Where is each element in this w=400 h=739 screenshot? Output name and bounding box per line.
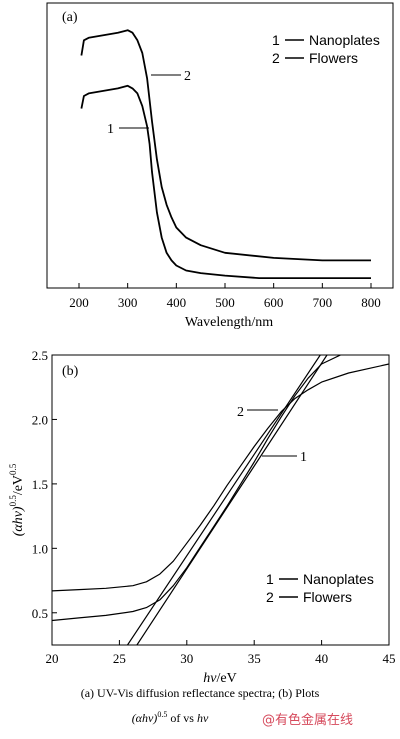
panel-b-x-tick-label: 45 [383,651,396,666]
panel-b-y-tick-label: 2.5 [32,348,48,363]
panel-b-x-tick-label: 20 [46,651,59,666]
panel-b-y-tick-label: 0.5 [32,606,48,621]
panel-b-callout-1: 1 [300,450,307,465]
panel-b-callouts: 2 1 [237,405,307,465]
panel-b-tangent-line [136,355,328,645]
panel-a-tag: (a) [62,10,78,25]
panel-a-callouts: 2 1 [107,69,191,137]
panel-b-y-tick-label: 1.5 [32,477,48,492]
watermark-text: @有色金属在线 [262,713,354,728]
panel-b-x-title-main: hν [203,671,217,686]
panel-b-x-title-unit: /eV [217,671,237,686]
panel-b-frame [51,354,390,646]
panel-b-legend: 1 Nanoplates 2 Flowers [266,571,374,605]
panel-a-series [80,29,371,279]
panel-a-x-tick-label: 500 [215,295,235,310]
caption-mid: of vs [167,711,197,725]
panel-a-x-tick-label: 600 [264,295,284,310]
panel-a-x-tick-label: 300 [118,295,138,310]
panel-b-legend-num-2: 2 [266,589,274,605]
panel-a-legend-num-2: 2 [272,50,280,66]
panel-a-series-2-line [80,29,371,262]
caption-math-term: (αhν) [131,711,158,725]
panel-a-x-tick-label: 400 [167,295,187,310]
panel-b-y-title-main: (αhν) [11,506,26,536]
panel-b-ticks: 20 25 30 35 40 45 0.5 1.0 1.5 2.0 2.5 [32,348,396,666]
panel-b-chart: (b) 20 25 30 35 40 45 0.5 1.0 1.5 2.0 2.5 hν/eV (α… [8,348,396,686]
panel-b-series-1-line [52,363,389,592]
panel-a-frame [46,2,394,289]
panel-a-x-tick-label: 200 [69,295,89,310]
panel-b-y-tick-label: 1.0 [32,541,48,556]
panel-b-callout-2: 2 [237,405,244,420]
panel-b-y-title-exp: 0.5 [8,495,18,507]
panel-a-x-tick-label: 700 [313,295,333,310]
caption-math-exp: 0.5 [157,710,168,719]
panel-b-x-title: hν/eV [203,671,236,686]
figure-caption-line-2: (αhν)0.5 of vs hν [0,710,370,726]
caption-end-term: hν [196,711,209,725]
panel-b-y-title: (αhν)0.5/eV0.5 [8,463,26,536]
panel-a-callout-1: 1 [107,122,114,137]
panel-a-legend-num-1: 1 [272,32,280,48]
panel-b-x-tick-label: 30 [180,651,193,666]
panel-b-series [52,355,389,622]
panel-a-legend-label-1: Nanoplates [309,32,380,48]
panel-b-legend-label-1: Nanoplates [303,571,374,587]
panel-b-x-tick-label: 35 [248,651,261,666]
panel-b-tangent-lines [126,355,328,645]
panel-a-callout-2: 2 [184,69,191,84]
panel-a-legend-label-2: Flowers [309,50,358,66]
panel-a-chart: (a) 200 300 400 500 600 700 800 Wavelength/nm … [46,2,394,330]
panel-b-legend-label-2: Flowers [303,589,352,605]
panel-b-tangent-line [126,355,321,645]
panel-a-legend: 1 Nanoplates 2 Flowers [272,32,380,66]
panel-b-tag: (b) [62,364,79,379]
panel-b-y-title-unit-exp: 0.5 [8,463,18,475]
panel-b-x-tick-label: 25 [113,651,126,666]
panel-a-series-1-line [80,84,371,279]
panel-b-legend-num-1: 1 [266,571,274,587]
panel-a-x-ticks: 200 300 400 500 600 700 800 [69,283,381,310]
figure-caption-line-1: (a) UV-Vis diffusion reflectance spectra… [80,686,320,700]
panel-b-y-title-unit: /eV [11,475,26,495]
panel-b-series-2-line [52,355,342,622]
panel-a-x-tick-label: 800 [361,295,381,310]
panel-b-y-tick-label: 2.0 [32,412,48,427]
panel-b-x-tick-label: 40 [315,651,328,666]
panel-a-x-title: Wavelength/nm [185,315,273,330]
